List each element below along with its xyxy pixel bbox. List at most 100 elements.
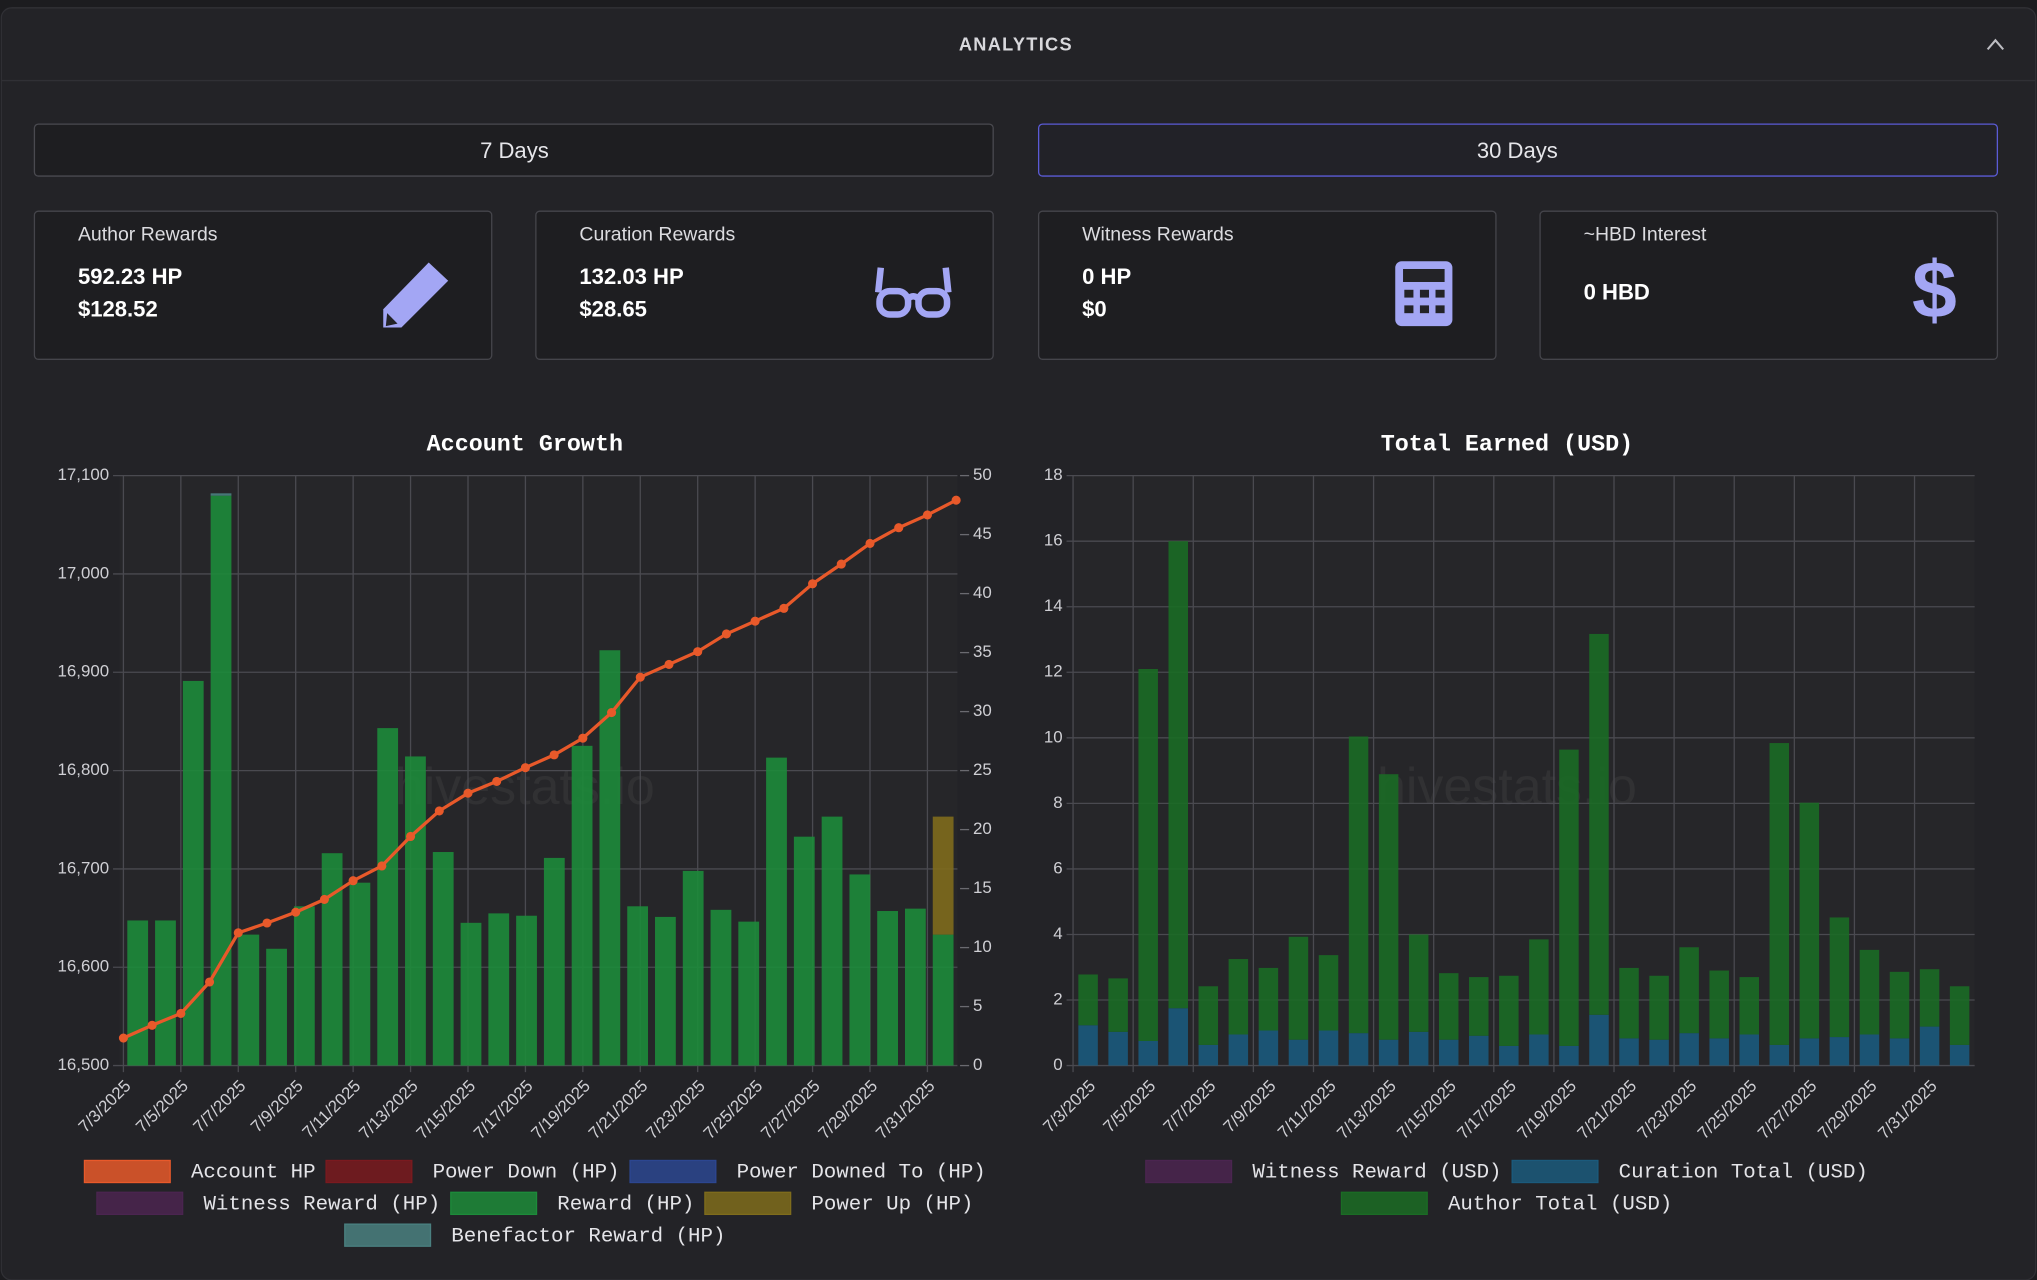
line-point bbox=[951, 495, 961, 505]
bar bbox=[1619, 1038, 1639, 1066]
bar bbox=[1408, 1031, 1429, 1066]
card-label: ~HBD Interest bbox=[1584, 223, 1707, 245]
bar bbox=[1348, 736, 1369, 1034]
y-tick-label: 16,500 bbox=[58, 1055, 110, 1074]
bar bbox=[710, 909, 732, 1066]
card-value: $0 bbox=[1082, 296, 1107, 321]
legend-swatch bbox=[325, 1159, 413, 1184]
stat-card bbox=[1037, 210, 1497, 360]
bar bbox=[1769, 743, 1790, 1045]
legend-label: Witness Reward (HP) bbox=[203, 1193, 440, 1216]
line-point bbox=[922, 510, 932, 520]
bar bbox=[1739, 977, 1759, 1035]
tab-label[interactable]: 7 Days bbox=[480, 138, 549, 163]
line-point bbox=[233, 928, 243, 938]
bar bbox=[682, 870, 704, 1066]
bar bbox=[1348, 1033, 1369, 1066]
bar bbox=[1258, 1030, 1279, 1066]
tab-7-days[interactable] bbox=[33, 123, 994, 177]
y-tick-label: 16,900 bbox=[58, 662, 110, 681]
bar bbox=[488, 913, 510, 1066]
stat-card bbox=[33, 210, 493, 360]
bar bbox=[432, 852, 454, 1066]
legend-swatch bbox=[450, 1191, 538, 1216]
chart-title: Total Earned (USD) bbox=[1381, 433, 1633, 459]
card-value: 0 HP bbox=[1082, 264, 1131, 289]
y-tick-label: 0 bbox=[1053, 1055, 1062, 1074]
bar bbox=[1739, 1034, 1759, 1066]
legend-label: Witness Reward (USD) bbox=[1252, 1162, 1501, 1185]
chart-title: Account Growth bbox=[427, 433, 623, 459]
legend-label: Account HP bbox=[191, 1162, 316, 1185]
line-point bbox=[865, 538, 875, 549]
bar bbox=[155, 920, 176, 1066]
plot-area bbox=[1073, 475, 1975, 1066]
bar bbox=[1589, 633, 1609, 1015]
legend-label: Power Up (HP) bbox=[811, 1193, 973, 1216]
bar bbox=[1889, 971, 1910, 1039]
line-point bbox=[549, 750, 559, 760]
tab-label[interactable]: 30 Days bbox=[1477, 138, 1558, 163]
collapse-caret[interactable] bbox=[1986, 38, 2005, 51]
bar bbox=[1378, 774, 1399, 1040]
y-tick-label: 16,800 bbox=[58, 760, 110, 779]
card-value: $128.52 bbox=[78, 296, 158, 321]
bar bbox=[766, 757, 787, 1066]
y-tick-label: 4 bbox=[1053, 924, 1062, 943]
line-point bbox=[750, 616, 760, 626]
bar bbox=[1649, 975, 1669, 1040]
y-tick-label: 16 bbox=[1044, 531, 1063, 550]
bar bbox=[932, 816, 954, 935]
line-point bbox=[176, 1008, 186, 1019]
stat-card bbox=[535, 210, 994, 360]
bar bbox=[1559, 1045, 1579, 1066]
stat-card bbox=[1539, 210, 1999, 360]
bar bbox=[1438, 1039, 1459, 1066]
line-point bbox=[721, 629, 731, 639]
bar bbox=[1438, 973, 1459, 1040]
bar bbox=[182, 680, 204, 1066]
bar bbox=[1799, 802, 1820, 1039]
bar bbox=[1589, 1014, 1609, 1066]
bar bbox=[1078, 1025, 1098, 1066]
line-point bbox=[492, 776, 502, 786]
bar bbox=[1408, 934, 1429, 1032]
bar bbox=[904, 908, 926, 1066]
bar bbox=[1378, 1039, 1399, 1066]
bar bbox=[1138, 1041, 1158, 1066]
card-label: Witness Rewards bbox=[1082, 223, 1234, 245]
y2-tick-label: 0 bbox=[973, 1055, 982, 1074]
legend-swatch bbox=[704, 1191, 792, 1216]
icon-dollar: $ bbox=[1912, 246, 1957, 336]
bar bbox=[1228, 959, 1249, 1035]
bar bbox=[405, 756, 426, 1066]
bar bbox=[266, 948, 287, 1066]
header-title: ANALYTICS bbox=[959, 34, 1073, 54]
bar bbox=[1769, 1044, 1790, 1066]
bar bbox=[1078, 974, 1098, 1026]
bar bbox=[377, 728, 399, 1066]
bar bbox=[1679, 1033, 1699, 1066]
bar bbox=[1559, 749, 1579, 1046]
bar bbox=[627, 906, 649, 1066]
legend-label: Reward (HP) bbox=[557, 1193, 694, 1216]
tab-30-days[interactable] bbox=[1037, 123, 1999, 177]
legend-label: Benefactor Reward (HP) bbox=[451, 1225, 725, 1248]
y-tick-label: 14 bbox=[1044, 596, 1063, 615]
legend-swatch bbox=[1145, 1159, 1233, 1184]
legend-label: Power Downed To (HP) bbox=[737, 1162, 986, 1185]
bar bbox=[1258, 967, 1279, 1031]
bar bbox=[1108, 978, 1128, 1032]
bar bbox=[1709, 1038, 1729, 1066]
line-point bbox=[348, 876, 358, 886]
y-tick-label: 18 bbox=[1044, 465, 1063, 484]
card-value: 0 HBD bbox=[1584, 280, 1650, 305]
bar bbox=[1168, 1008, 1188, 1066]
y-tick-label: 16,700 bbox=[58, 858, 110, 877]
bar bbox=[1198, 1044, 1219, 1066]
line-point bbox=[894, 523, 904, 533]
line-point bbox=[434, 806, 444, 816]
legend-swatch bbox=[96, 1191, 184, 1216]
y2-tick-label: 45 bbox=[973, 524, 992, 543]
